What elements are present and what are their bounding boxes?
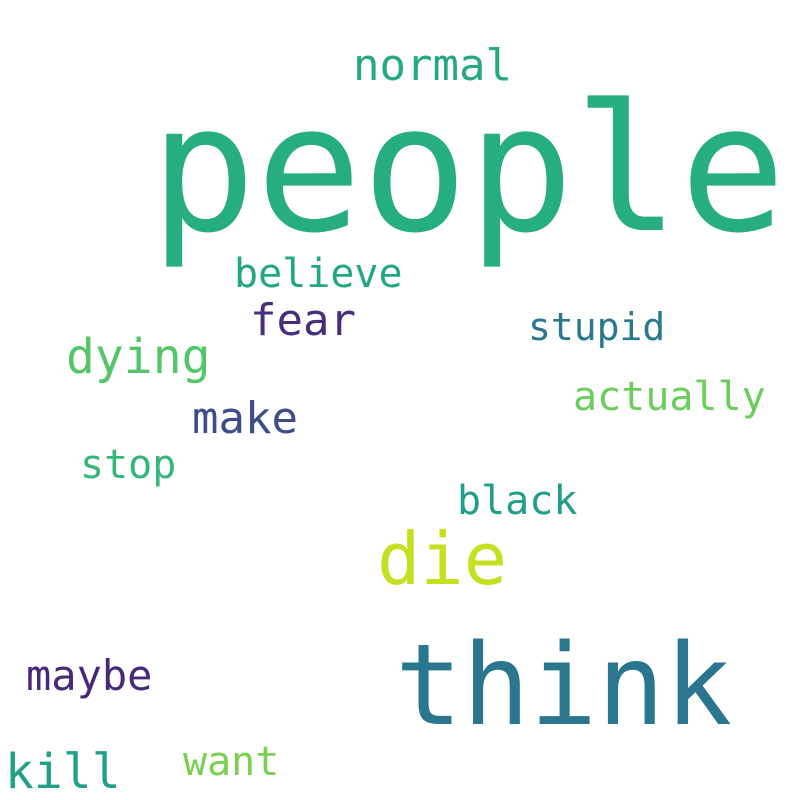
word-kill: kill <box>5 744 121 800</box>
word-dying: dying <box>66 329 211 385</box>
word-maybe: maybe <box>26 651 153 700</box>
word-want: want <box>183 739 280 785</box>
word-normal: normal <box>353 40 512 91</box>
word-believe: believe <box>234 251 403 297</box>
word-black: black <box>457 478 578 524</box>
word-actually: actually <box>573 374 766 420</box>
word-think: think <box>395 621 733 751</box>
word-fear: fear <box>250 295 356 346</box>
word-stupid: stupid <box>528 305 666 349</box>
word-die: die <box>377 517 508 601</box>
word-make: make <box>192 393 298 444</box>
word-stop: stop <box>80 442 177 488</box>
word-people: people <box>150 67 786 272</box>
